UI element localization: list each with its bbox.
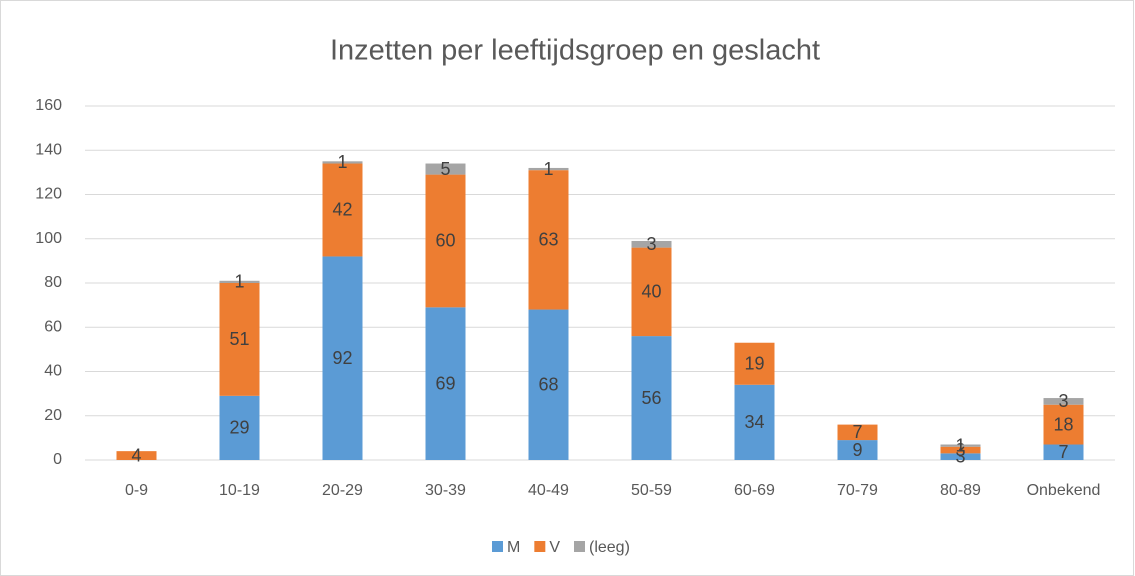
y-tick-label: 20 [44,407,62,424]
data-label: 42 [332,200,352,220]
data-label: 92 [332,348,352,368]
chart-title: Inzetten per leeftijdsgroep en geslacht [330,35,820,67]
data-label: 9 [852,440,862,460]
data-label: 3 [955,440,965,460]
data-label: 3 [646,234,656,254]
bar-segment [837,424,878,441]
y-tick-label: 100 [35,230,62,247]
x-tick-label: Onbekend [1027,482,1101,499]
bar-segment [940,453,981,460]
bar-segment [1043,404,1084,445]
data-label: 19 [744,354,764,374]
x-tick-label: 50-59 [631,482,672,499]
data-label: 3 [1058,391,1068,411]
data-label: 1 [234,272,244,292]
bar-segment [322,256,363,460]
x-tick-label: 0-9 [125,482,148,499]
bar-segment [1043,444,1084,460]
data-label: 56 [641,388,661,408]
data-label: 1 [543,159,553,179]
legend-swatch [574,541,585,552]
data-label: 3 [955,446,965,466]
bar-segment [116,451,157,460]
bar-segment [631,336,672,460]
bar-segment [322,163,363,257]
bar-segment [219,395,260,460]
bar-segment [528,167,569,171]
y-tick-label: 80 [44,274,62,291]
bar-segment [322,161,363,164]
data-label: 63 [538,230,558,250]
x-tick-label: 70-79 [837,482,878,499]
y-tick-label: 0 [53,451,62,468]
x-tick-label: 80-89 [940,482,981,499]
legend-swatch [492,541,503,552]
bar-segment [940,446,981,454]
y-tick-label: 120 [35,186,62,203]
x-tick-label: 60-69 [734,482,775,499]
data-label: 5 [440,159,450,179]
data-label: 4 [131,445,141,465]
x-tick-label: 40-49 [528,482,569,499]
data-label: 34 [744,412,764,432]
legend-label: V [549,539,560,556]
bar-segment [528,170,569,310]
data-label: 7 [1058,442,1068,462]
x-tick-label: 20-29 [322,482,363,499]
bar-segment [940,444,981,447]
y-tick-label: 160 [35,97,62,114]
legend-label: (leeg) [589,539,630,556]
data-label: 18 [1053,414,1073,434]
bar-segment [528,309,569,460]
data-label: 1 [955,435,965,455]
data-label: 40 [641,282,661,302]
bar-segment [425,163,466,175]
legend-swatch [534,541,546,552]
x-tick-label: 30-39 [425,482,466,499]
bar-segment [734,342,775,385]
bar-segment [219,280,260,283]
data-label: 60 [435,231,455,251]
bar-segment [1043,398,1084,405]
data-label: 51 [229,329,249,349]
bar-segment [631,247,672,337]
bar-segment [734,384,775,460]
data-label: 1 [337,152,347,172]
data-label: 69 [435,373,455,393]
bar-segment [837,440,878,460]
bar-segment [631,240,672,248]
y-tick-label: 40 [44,363,62,380]
legend-label: M [507,539,520,556]
bar-segment [425,174,466,308]
data-label: 68 [538,375,558,395]
data-label: 29 [229,418,249,438]
y-tick-label: 60 [44,318,62,335]
data-label: 7 [852,422,862,442]
bar-segment [219,283,260,396]
x-tick-label: 10-19 [219,482,260,499]
bar-segment [425,307,466,460]
y-tick-label: 140 [35,141,62,158]
